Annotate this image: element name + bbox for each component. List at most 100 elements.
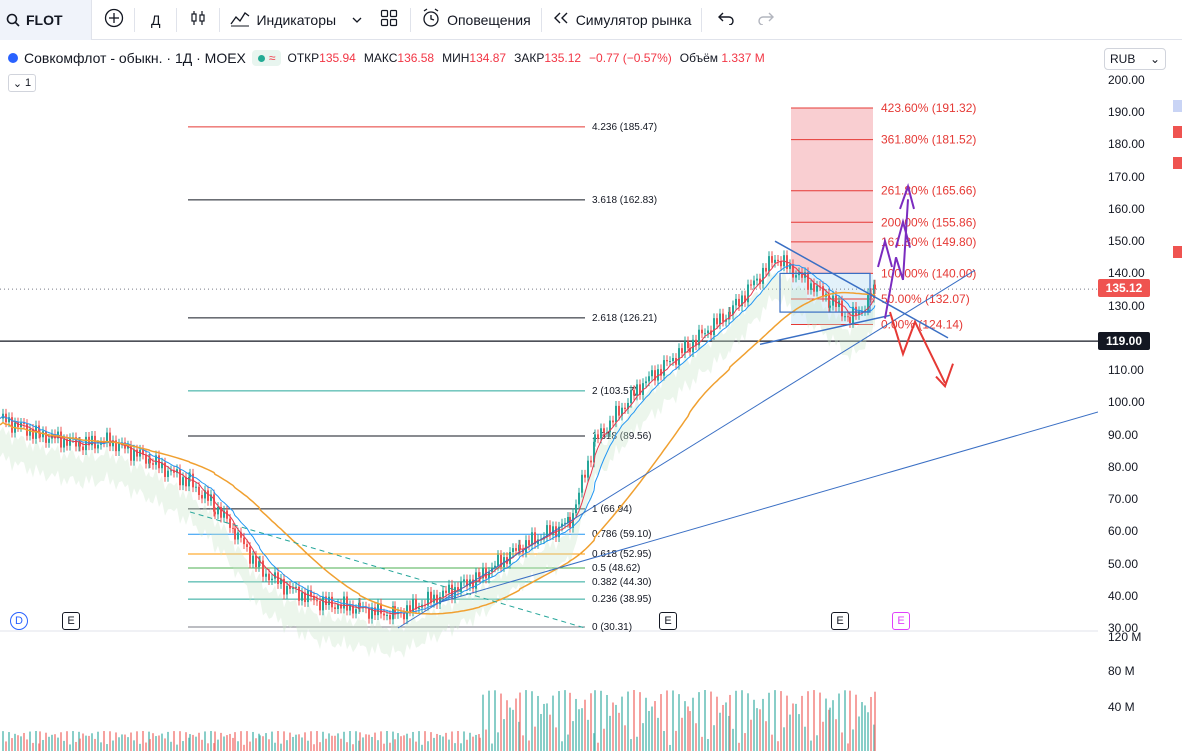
delay-wave-icon: ≈ [268,51,276,65]
volume-bar [48,736,50,751]
candle-body [463,579,465,582]
alerts-button[interactable]: Оповещения [411,0,541,40]
layouts-button[interactable] [368,0,410,40]
volume-bar [633,690,635,751]
symbol-search-button[interactable]: FLOT [0,0,92,40]
candle-body [581,474,583,493]
collapse-count: 1 [25,77,32,89]
volume-bar [325,738,327,751]
candle-body [45,431,47,443]
volume-bar [322,731,324,751]
candle-body [11,417,13,433]
candle-body [204,490,206,499]
indicators-button[interactable]: Индикаторы [220,0,346,40]
volume-bar [759,709,761,751]
candle-body [189,473,191,478]
candle-body [713,318,715,336]
candle-body [304,592,306,603]
candle-body [343,596,345,609]
candle-body [756,278,758,281]
candle-body [722,313,724,322]
candle-body [728,311,730,320]
replay-button[interactable]: Симулятор рынка [542,0,702,40]
compare-add-button[interactable] [92,0,134,40]
volume-bar [835,719,837,751]
earnings-event-marker[interactable]: E [659,612,677,630]
candle-body [307,590,309,603]
price-axis[interactable]: 200.00 190.00 180.00 170.00 160.00 150.00 140.… [1098,70,1170,751]
earnings-event-marker[interactable]: E [62,612,80,630]
interval-button[interactable]: Д [151,11,161,28]
candle-body [365,606,367,609]
volume-bar [246,731,248,751]
volume-bar [368,734,370,751]
volume-bar [100,742,102,751]
undo-icon [718,11,735,28]
alert-marker [1173,126,1182,138]
volume-bar [152,733,154,751]
volume-bar [377,740,379,751]
volume-label: Объём [679,51,719,65]
volume-bar [8,732,10,751]
candle-body [249,546,251,564]
candle-body [612,420,614,423]
volume-bar [340,738,342,751]
fib-level-label: 0.618 (52.95) [592,549,652,560]
candle-body [841,300,843,317]
volume-tick-label: 80 M [1108,664,1135,678]
volume-bar [448,739,450,751]
volume-bar [69,744,71,751]
candle-body [82,446,84,451]
volume-bar [750,719,752,751]
dividend-event-marker[interactable]: D [10,612,28,630]
indicators-dropdown[interactable] [346,0,368,40]
series-title[interactable]: Совкомфлот - обыкн. · 1Д · MOEX [24,50,246,66]
volume-bar [572,721,574,751]
volume-bar [581,708,583,751]
volume-bar [167,731,169,751]
volume-bar [54,734,56,751]
volume-bar [289,732,291,751]
volume-bar [371,736,373,751]
fib-extension-label: 361.80% (181.52) [881,133,976,147]
volume-bar [2,731,4,751]
volume-bar [618,712,620,751]
undo-button[interactable] [702,0,748,40]
future-earnings-event-marker[interactable]: E [892,612,910,630]
volume-tick-label: 40 M [1108,700,1135,714]
volume-bar [198,732,200,751]
volume-bar [386,731,388,751]
fib-level-label: 2 (103.57) [592,386,638,397]
volume-bar [636,736,638,751]
volume-bar [460,743,462,751]
volume-bar [133,740,135,751]
candle-body [232,527,234,529]
market-status-badge[interactable]: ≈ [251,50,282,66]
volume-bar [804,726,806,751]
volume-bar [304,732,306,751]
volume-bar [403,735,405,751]
price-chart[interactable]: 423.60% (191.32) 361.80% (181.52) 261.80% … [0,70,1098,751]
volume-bar [217,739,219,751]
candle-body [704,333,706,335]
redo-button[interactable] [748,0,784,40]
earnings-event-marker[interactable]: E [831,612,849,630]
currency-select[interactable]: RUB ⌄ [1104,48,1166,70]
volume-bar [307,740,309,751]
search-icon [6,13,20,27]
volume-bar [63,740,65,751]
legend-collapse-button[interactable]: ⌄ 1 [8,74,36,92]
chart-type-button[interactable] [177,0,219,40]
candle-body [136,449,138,457]
candle-body [819,285,821,287]
candle-body [412,599,414,612]
volume-bar [11,738,13,751]
volume-bar [142,731,144,751]
candle-body [578,492,580,505]
volume-bar [660,694,662,751]
volume-bar [569,692,571,751]
volume-bar [35,731,37,751]
candle-body [75,437,77,447]
high-value: 136.58 [397,51,435,65]
volume-bar [204,731,206,751]
